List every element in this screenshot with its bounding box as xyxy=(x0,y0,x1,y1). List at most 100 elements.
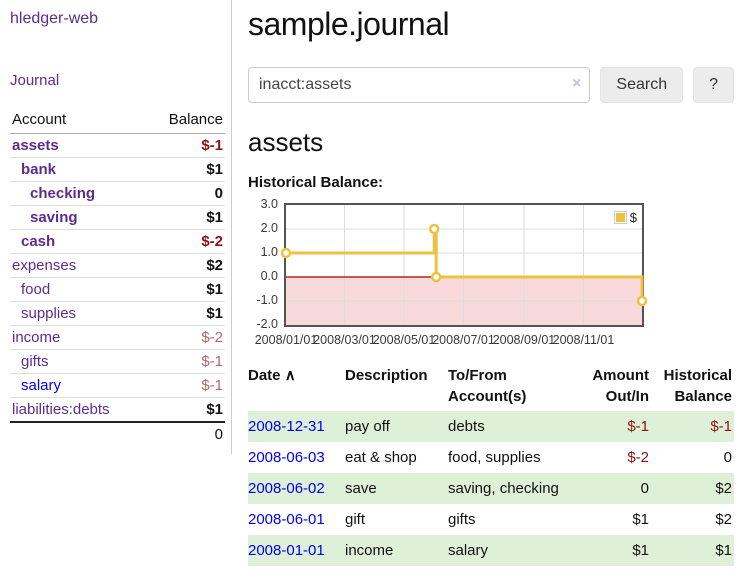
app: hledger-web Journal Account Balance asse… xyxy=(0,0,742,566)
account-heading: assets xyxy=(248,127,324,157)
account-balance: $-1 xyxy=(201,353,223,370)
account-link[interactable]: bank xyxy=(21,161,57,178)
transaction-accounts: salary xyxy=(448,542,489,559)
x-axis-tick-label: 2008/03/01 xyxy=(313,333,376,347)
legend-label: $ xyxy=(629,210,637,225)
account-link[interactable]: expenses xyxy=(12,257,77,274)
accounts-table: Account Balance assets $-1 bank $1 checking 0… xyxy=(10,108,225,446)
main-content: sample.journal × Search ? assets Histori… xyxy=(232,0,742,566)
nav-journal: Journal xyxy=(10,72,225,89)
account-name-cell: expenses xyxy=(10,254,147,278)
transaction-accounts: gifts xyxy=(448,511,476,528)
date-header-label: Date xyxy=(248,367,281,384)
transaction-balance: $2 xyxy=(715,480,732,497)
account-link[interactable]: cash xyxy=(21,233,56,250)
accounts-table-body: assets $-1 bank $1 checking 0 saving $1 cash $-2 e… xyxy=(10,134,225,423)
account-balance: $1 xyxy=(206,305,223,322)
account-balance: $1 xyxy=(206,281,223,298)
transaction-date-cell: 2008-06-02 xyxy=(248,473,345,504)
register-table: Date ∧ Description To/From Account(s) Am… xyxy=(248,361,734,566)
transaction-balance: 0 xyxy=(723,449,732,466)
account-row: bank $1 xyxy=(10,157,225,182)
transaction-date-cell: 2008-06-01 xyxy=(248,504,345,535)
account-name-cell: salary xyxy=(10,374,147,398)
transaction-row: 2008-06-02 save saving, checking 0 $2 xyxy=(248,473,734,504)
transaction-date-link[interactable]: 2008-06-01 xyxy=(248,511,325,528)
transaction-date-cell: 2008-12-31 xyxy=(248,411,345,442)
account-balance: $-1 xyxy=(201,377,223,394)
x-axis-tick-label: 2008/01/01 xyxy=(254,333,318,347)
balance-chart: $ 3.0 2.0 1.0 0.0 -1.0 -2.0 2008/01/01 2008/03/… xyxy=(255,197,648,347)
accounts-header-balance: Balance xyxy=(146,108,225,134)
transaction-amount: $-2 xyxy=(627,449,649,466)
account-balance: $1 xyxy=(206,161,223,178)
transaction-description: income xyxy=(345,542,394,559)
account-link[interactable]: supplies xyxy=(21,305,77,322)
account-link[interactable]: saving xyxy=(30,209,78,226)
transaction-date-link[interactable]: 2008-06-03 xyxy=(248,449,325,466)
clear-search-icon[interactable]: × xyxy=(572,75,582,92)
account-row: food $1 xyxy=(10,277,225,302)
chart-legend: $ xyxy=(611,209,639,226)
account-row: assets $-1 xyxy=(10,134,225,158)
transaction-row: 2008-06-01 gift gifts $1 $2 xyxy=(248,504,734,535)
account-name-cell: cash xyxy=(10,230,147,254)
account-row: income $-2 xyxy=(10,325,225,350)
transaction-balance: $2 xyxy=(715,511,732,528)
journal-link[interactable]: Journal xyxy=(10,72,60,89)
account-balance: $1 xyxy=(206,209,223,226)
account-link[interactable]: checking xyxy=(30,185,96,202)
transaction-date-link[interactable]: 2008-12-31 xyxy=(248,418,325,435)
accounts-total-value: 0 xyxy=(214,426,223,443)
search-input-wrap: × xyxy=(248,67,591,103)
transaction-accounts: debts xyxy=(448,418,485,435)
sort-ascending-icon: ∧ xyxy=(284,367,296,384)
search-input[interactable] xyxy=(248,67,591,103)
transaction-date-link[interactable]: 2008-01-01 xyxy=(248,542,325,559)
accounts-total-row: 0 xyxy=(10,422,225,446)
transaction-balance: $1 xyxy=(715,542,732,559)
account-row: gifts $-1 xyxy=(10,349,225,374)
account-balance: $2 xyxy=(206,257,223,274)
x-axis-tick-label: 2008/05/01 xyxy=(372,333,436,347)
transaction-description: eat & shop xyxy=(345,449,417,466)
transaction-amount: 0 xyxy=(640,480,649,497)
account-row: expenses $2 xyxy=(10,253,225,278)
transaction-date-link[interactable]: 2008-06-02 xyxy=(248,480,325,497)
register-header-date[interactable]: Date ∧ xyxy=(248,361,345,411)
account-link[interactable]: gifts xyxy=(21,353,49,370)
y-axis-tick-label: -1.0 xyxy=(256,293,278,307)
chart-plot-area[interactable]: $ xyxy=(280,203,648,327)
register-header-balance: Historical Balance xyxy=(663,367,732,405)
brand-link[interactable]: hledger-web xyxy=(10,10,99,27)
x-axis-tick-label: 2008/07/01 xyxy=(432,333,495,347)
account-balance: $-1 xyxy=(201,137,223,154)
register-header-description: Description xyxy=(345,367,428,384)
y-axis-tick-label: 3.0 xyxy=(260,197,278,211)
account-link[interactable]: salary xyxy=(21,377,62,394)
account-name-cell: assets xyxy=(10,134,147,158)
transaction-accounts: food, supplies xyxy=(448,449,541,466)
y-axis-tick-label: -2.0 xyxy=(256,317,278,331)
transaction-amount: $1 xyxy=(632,542,649,559)
transaction-date-cell: 2008-06-03 xyxy=(248,442,345,473)
register-header-accounts: To/From Account(s) xyxy=(448,367,527,405)
help-button[interactable]: ? xyxy=(693,67,734,103)
transaction-balance: $-1 xyxy=(710,418,732,435)
search-button[interactable]: Search xyxy=(600,67,684,103)
y-axis-tick-label: 0.0 xyxy=(260,269,278,283)
account-row: saving $1 xyxy=(10,205,225,230)
account-row: liabilities:debts $1 xyxy=(10,397,225,423)
legend-swatch-icon xyxy=(613,211,627,224)
account-link[interactable]: food xyxy=(21,281,51,298)
accounts-total-spacer xyxy=(10,422,147,446)
y-axis-tick-label: 1.0 xyxy=(260,245,278,259)
account-link[interactable]: income xyxy=(12,329,61,346)
transaction-row: 2008-12-31 pay off debts $-1 $-1 xyxy=(248,411,734,442)
transaction-date-cell: 2008-01-01 xyxy=(248,535,345,566)
sidebar: hledger-web Journal Account Balance asse… xyxy=(0,0,232,454)
accounts-header-row: Account Balance xyxy=(10,108,225,134)
account-link[interactable]: assets xyxy=(12,137,59,154)
brand: hledger-web xyxy=(10,10,225,28)
account-link[interactable]: liabilities:debts xyxy=(12,401,110,418)
